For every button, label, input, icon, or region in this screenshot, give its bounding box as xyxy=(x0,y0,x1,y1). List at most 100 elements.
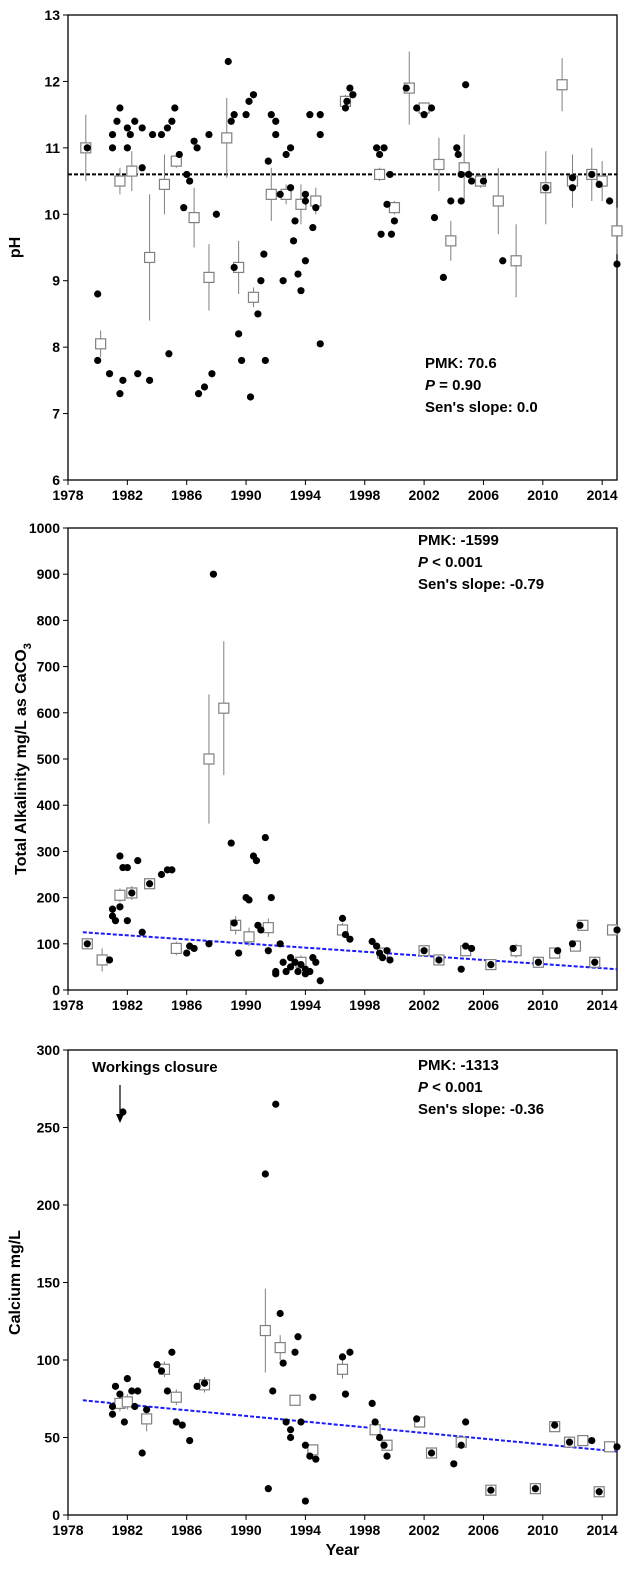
observation-dot xyxy=(457,965,465,973)
observation-dot xyxy=(450,1460,458,1468)
observation-dot xyxy=(343,97,351,105)
x-tick-label: 1982 xyxy=(112,487,143,503)
y-axis-label: Total Alkalinity mg/L as CaCO3 xyxy=(13,643,34,875)
mean-marker xyxy=(114,175,126,187)
x-tick-label: 1998 xyxy=(349,1522,380,1538)
observation-dot xyxy=(126,130,134,139)
observation-dot xyxy=(613,1443,621,1451)
observation-dot xyxy=(286,184,295,192)
y-tick-label: 200 xyxy=(37,1197,61,1213)
observation-dot xyxy=(235,949,243,957)
observation-dot xyxy=(94,356,102,365)
mean-marker xyxy=(243,931,255,943)
sens-slope-label: Sen's slope: -0.79 xyxy=(418,576,544,593)
observation-dot xyxy=(435,956,443,964)
mean-marker xyxy=(492,195,504,207)
mean-marker xyxy=(265,188,277,200)
y-tick-label: 1000 xyxy=(29,520,60,536)
observation-dot xyxy=(264,157,272,165)
observation-dot xyxy=(128,889,136,897)
observation-dot xyxy=(591,958,599,966)
observation-dot xyxy=(565,1438,574,1446)
y-tick-label: 100 xyxy=(37,936,61,952)
observation-dot xyxy=(267,894,275,902)
observation-dot xyxy=(252,857,261,865)
mean-marker xyxy=(170,1391,182,1403)
x-tick-label: 2014 xyxy=(587,997,618,1013)
observation-dot xyxy=(264,1485,272,1493)
observation-dot xyxy=(279,277,287,285)
observation-dot xyxy=(375,150,384,159)
observation-dot xyxy=(200,383,209,391)
y-tick-label: 100 xyxy=(37,1352,61,1368)
mean-marker xyxy=(95,338,107,350)
observation-dot xyxy=(227,117,235,125)
observation-dot xyxy=(212,210,220,218)
mean-marker xyxy=(188,212,200,224)
observation-dot xyxy=(286,1433,295,1442)
observation-dot xyxy=(457,1441,465,1449)
p-label: P < 0.001 xyxy=(418,1079,483,1096)
observation-dot xyxy=(157,870,166,879)
x-tick-label: 1978 xyxy=(52,1522,83,1538)
x-tick-label: 1994 xyxy=(290,997,321,1013)
x-tick-label: 2002 xyxy=(409,997,440,1013)
observation-dot xyxy=(294,270,302,278)
observation-dot xyxy=(457,197,465,205)
x-tick-label: 1982 xyxy=(112,1522,143,1538)
observation-dot xyxy=(316,977,324,985)
x-tick-label: 1986 xyxy=(171,997,202,1013)
observation-dot xyxy=(209,570,218,578)
observation-dot xyxy=(123,144,131,152)
panel: 0 50 100 150 200 250 300 1978 1982 1986 1990 1994 19… xyxy=(7,1042,621,1559)
mean-marker xyxy=(96,954,108,966)
y-tick-label: 7 xyxy=(52,406,60,422)
mean-marker xyxy=(611,225,623,237)
p-value: = 0.90 xyxy=(435,377,481,394)
y-tick-label: 50 xyxy=(44,1430,60,1446)
observation-dot xyxy=(286,963,295,971)
observation-dot xyxy=(467,177,476,185)
panel: 0 100 200 300 400 500 600 700 800 900 1000 1978 1982… xyxy=(13,520,621,1013)
observation-dot xyxy=(316,130,324,139)
observation-dot xyxy=(111,917,120,925)
observation-dot xyxy=(467,944,476,953)
observation-dot xyxy=(554,947,562,955)
observation-dot xyxy=(138,164,146,172)
y-tick-label: 12 xyxy=(44,73,60,89)
observation-dot xyxy=(171,104,179,112)
observation-dot xyxy=(462,1418,470,1426)
observation-dot xyxy=(346,935,354,943)
observation-dot xyxy=(272,117,280,125)
pmk-label: PMK: -1313 xyxy=(418,1057,499,1074)
observation-dot xyxy=(306,111,314,119)
observation-dot xyxy=(383,947,391,955)
observation-dot xyxy=(380,144,388,152)
observation-dot xyxy=(301,1441,310,1449)
observation-dot xyxy=(261,833,269,842)
observation-dot xyxy=(168,117,176,125)
observation-dot xyxy=(186,177,194,185)
observation-dot xyxy=(230,111,238,119)
observation-dot xyxy=(111,1382,120,1390)
observation-dot xyxy=(108,130,117,139)
plot-frame xyxy=(67,1049,618,1516)
y-tick-label: 400 xyxy=(37,797,61,813)
x-tick-label: 1990 xyxy=(230,1522,261,1538)
observation-dot xyxy=(254,310,262,318)
observation-dot xyxy=(595,1488,603,1496)
observation-dot xyxy=(306,1452,314,1460)
observation-dot xyxy=(301,197,310,205)
observation-dot xyxy=(131,1402,139,1411)
observation-dot xyxy=(487,1486,495,1494)
observation-dot xyxy=(146,880,154,888)
observation-dot xyxy=(123,863,131,872)
observation-dot xyxy=(605,197,614,205)
x-tick-label: 1994 xyxy=(290,487,321,503)
mean-marker xyxy=(170,942,182,955)
observation-dot xyxy=(208,370,216,378)
observation-dot xyxy=(249,91,258,99)
observation-dot xyxy=(148,130,157,139)
observation-dot xyxy=(613,260,621,268)
